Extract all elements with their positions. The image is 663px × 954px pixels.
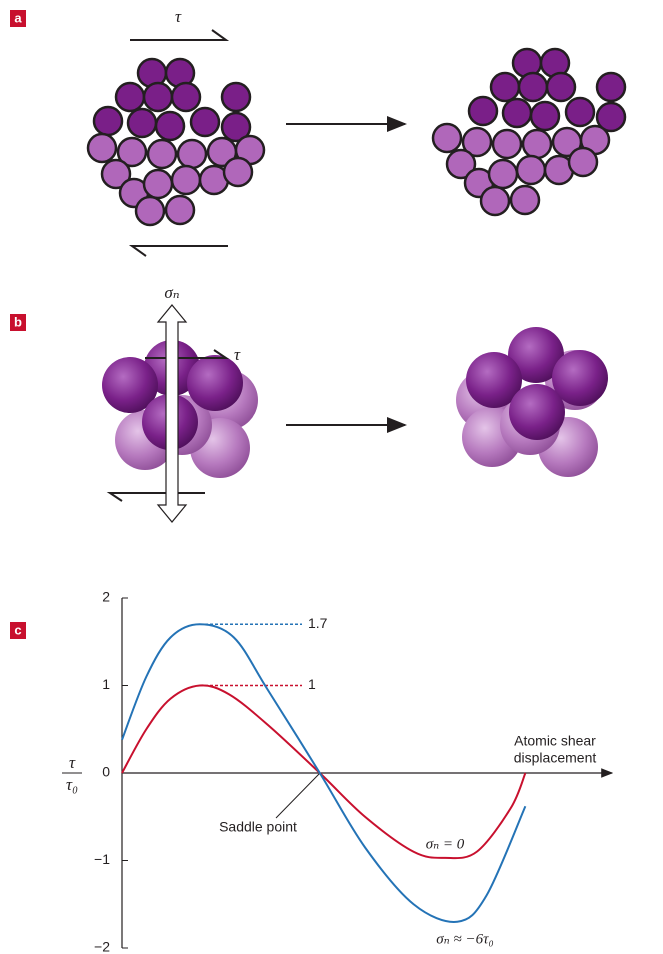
panel-label: a <box>14 10 22 25</box>
atom <box>519 73 547 101</box>
normal-label: σₙ <box>164 283 179 302</box>
y-tick-label: 0 <box>102 764 110 780</box>
atom <box>569 148 597 176</box>
atom <box>136 197 164 225</box>
atom <box>469 97 497 125</box>
atom <box>178 140 206 168</box>
atom <box>493 130 521 158</box>
atom <box>566 98 594 126</box>
x-axis-label: displacement <box>514 750 597 766</box>
atom <box>222 83 250 111</box>
atom <box>547 73 575 101</box>
series-label: σₙ ≈ −6τ₀ <box>436 931 493 947</box>
atom <box>597 73 625 101</box>
shear-label: τ <box>234 345 241 364</box>
atom <box>172 166 200 194</box>
reference-label: 1.7 <box>308 615 328 631</box>
atom <box>511 186 539 214</box>
annotation-line <box>276 773 320 818</box>
atom <box>191 108 219 136</box>
figure: a b c τ σₙ τ Atomic shear displacement τ… <box>0 0 663 954</box>
y-tick-label: 1 <box>102 676 110 692</box>
chart: Atomic shear displacement τ τ₀ Saddle po… <box>62 589 612 954</box>
atom <box>531 102 559 130</box>
atom <box>224 158 252 186</box>
panel-labels: a b c <box>10 10 26 639</box>
y-tick-label: −2 <box>94 939 110 954</box>
atom <box>116 83 144 111</box>
panel-label: b <box>14 314 22 329</box>
atom <box>433 124 461 152</box>
atom <box>148 140 176 168</box>
series-label: σₙ = 0 <box>426 836 465 852</box>
atom <box>94 107 122 135</box>
y-axis-label: τ₀ <box>66 775 78 794</box>
atom <box>517 156 545 184</box>
x-axis-label: Atomic shear <box>514 733 596 749</box>
atom <box>503 99 531 127</box>
atom <box>172 83 200 111</box>
reference-label: 1 <box>308 676 316 692</box>
atom <box>481 187 509 215</box>
shear-label: τ <box>175 7 182 26</box>
atom <box>166 196 194 224</box>
shear-arrow <box>132 246 228 256</box>
atom-cluster <box>88 49 625 225</box>
atom <box>523 130 551 158</box>
atom <box>128 109 156 137</box>
shear-arrow <box>130 30 226 40</box>
panel-label: c <box>14 622 21 637</box>
atom <box>491 73 519 101</box>
y-axis-label: τ <box>69 753 76 772</box>
y-tick-label: 2 <box>102 589 110 605</box>
annotation: Saddle point <box>219 819 297 835</box>
atom <box>88 134 116 162</box>
atom <box>489 160 517 188</box>
atom <box>144 170 172 198</box>
y-tick-label: −1 <box>94 851 110 867</box>
atom <box>144 83 172 111</box>
atom <box>156 112 184 140</box>
sphere <box>509 384 565 440</box>
series-line <box>122 685 525 858</box>
shear-arrow <box>110 493 205 501</box>
